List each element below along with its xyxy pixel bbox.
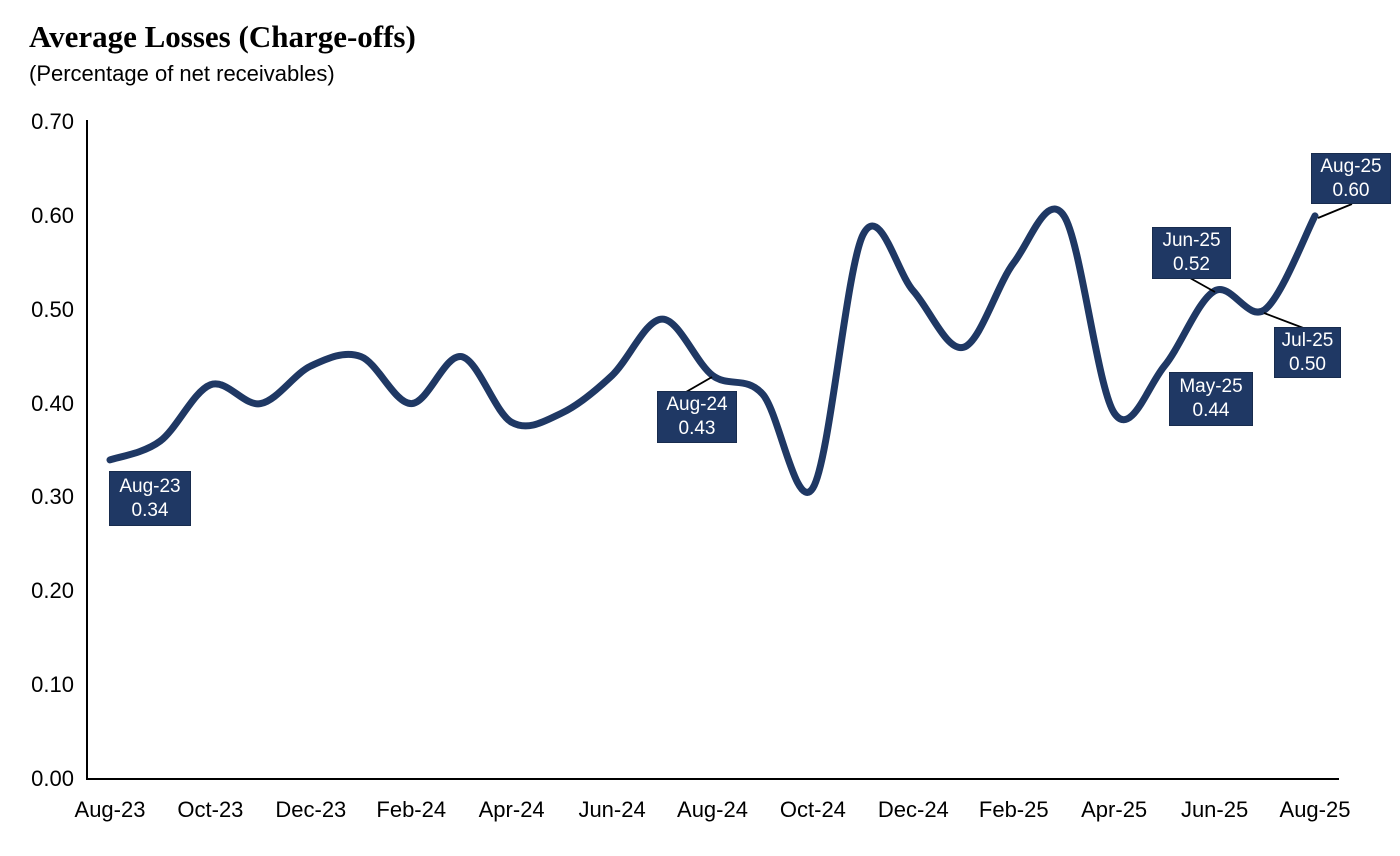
x-axis-tick-label: Aug-24 — [677, 797, 748, 822]
callout-aug-23: Aug-23 0.34 — [109, 471, 191, 526]
x-axis-tick-label: Dec-24 — [877, 797, 949, 822]
callout-jun-25: Jun-25 0.52 — [1152, 227, 1231, 279]
callout-aug-25: Aug-25 0.60 — [1311, 153, 1391, 204]
y-axis-tick-label: 0.30 — [31, 484, 74, 510]
x-axis-tick-label: Jun-25 — [1180, 797, 1249, 822]
x-axis-tick-label: Apr-24 — [478, 797, 545, 822]
callout-value: 0.52 — [1173, 254, 1210, 275]
callout-leader-line — [1317, 203, 1353, 219]
y-axis-tick-label: 0.50 — [31, 296, 74, 322]
callout-value: 0.34 — [131, 499, 169, 521]
x-axis-tick-label: Aug-25 — [1279, 797, 1351, 822]
x-axis-tick-label: Dec-23 — [275, 797, 347, 822]
y-axis-tick-label: 0.20 — [31, 578, 74, 604]
callout-leader-line — [1263, 312, 1307, 330]
y-axis-tick-label: 0.10 — [31, 672, 74, 698]
y-axis-tick-label: 0.60 — [31, 202, 74, 228]
charge-offs-series-line — [106, 205, 1319, 496]
callout-month: Aug-24 — [666, 394, 728, 416]
y-axis-tick-label: 0.00 — [31, 766, 74, 791]
x-axis-tick-label: Jun-24 — [578, 797, 646, 822]
x-axis-tick-label: Aug-23 — [74, 797, 146, 822]
chart-title: Average Losses (Charge-offs) — [29, 19, 416, 54]
callout-value: 0.44 — [1192, 400, 1230, 421]
callout-leader-line — [1189, 277, 1216, 293]
callout-leader-line — [685, 376, 713, 393]
callout-month: Aug-25 — [1320, 155, 1382, 177]
callout-value: 0.50 — [1289, 353, 1326, 375]
x-axis-tick-label: Oct-24 — [779, 797, 846, 822]
x-axis-tick-label: Feb-24 — [376, 797, 447, 822]
callout-month: May-25 — [1179, 376, 1243, 398]
x-axis-tick-label: Apr-25 — [1081, 797, 1148, 822]
callout-value: 0.43 — [678, 418, 716, 439]
callout-month: Aug-23 — [119, 475, 181, 497]
callout-month: Jun-25 — [1162, 230, 1221, 252]
callout-value: 0.60 — [1332, 179, 1370, 201]
x-axis-tick-label: Oct-23 — [177, 797, 244, 822]
x-axis-tick-label: Feb-25 — [978, 797, 1049, 822]
y-axis-tick-label: 0.40 — [31, 390, 74, 416]
callout-may-25: May-25 0.44 — [1169, 372, 1253, 426]
callout-aug-24: Aug-24 0.43 — [657, 391, 737, 443]
callout-month: Jul-25 — [1281, 329, 1334, 351]
chart-subtitle: (Percentage of net receivables) — [29, 61, 335, 86]
callout-jul-25: Jul-25 0.50 — [1274, 327, 1341, 378]
y-axis-tick-label: 0.70 — [31, 109, 74, 134]
